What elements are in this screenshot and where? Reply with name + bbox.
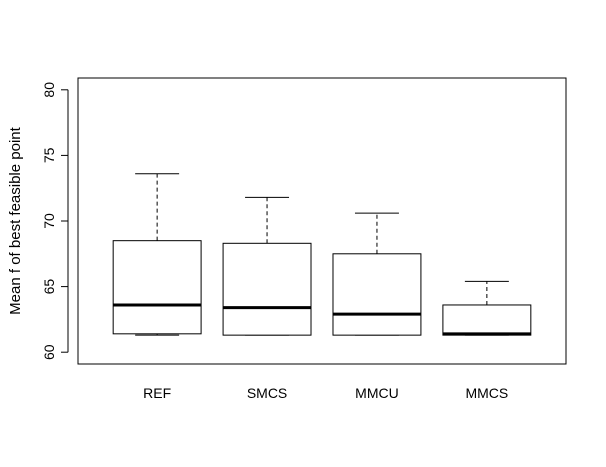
box-mmcs	[442, 280, 532, 336]
y-tick-label: 60	[41, 344, 57, 360]
y-axis-label: Mean f of best feasible point	[7, 126, 24, 314]
box-iqr	[332, 253, 422, 336]
y-tick-label: 65	[41, 279, 57, 295]
box-iqr	[222, 242, 312, 336]
x-tick-label: MMCU	[355, 385, 399, 401]
y-tick-label: 80	[41, 82, 57, 98]
box-mmcu	[332, 212, 422, 336]
x-tick-label: SMCS	[247, 385, 287, 401]
plot-frame	[77, 77, 567, 365]
x-tick-label: REF	[143, 385, 171, 401]
x-tick-label: MMCS	[465, 385, 508, 401]
y-tick-label: 75	[41, 147, 57, 163]
box-ref	[112, 173, 202, 336]
box-smcs	[222, 196, 312, 336]
box-iqr	[442, 304, 532, 336]
y-axis: 60 65 70 75 80	[41, 82, 69, 360]
box-iqr	[112, 240, 202, 335]
boxes-group	[112, 173, 532, 336]
y-tick-label: 70	[41, 213, 57, 229]
x-axis: REF SMCS MMCU MMCS	[143, 385, 508, 401]
